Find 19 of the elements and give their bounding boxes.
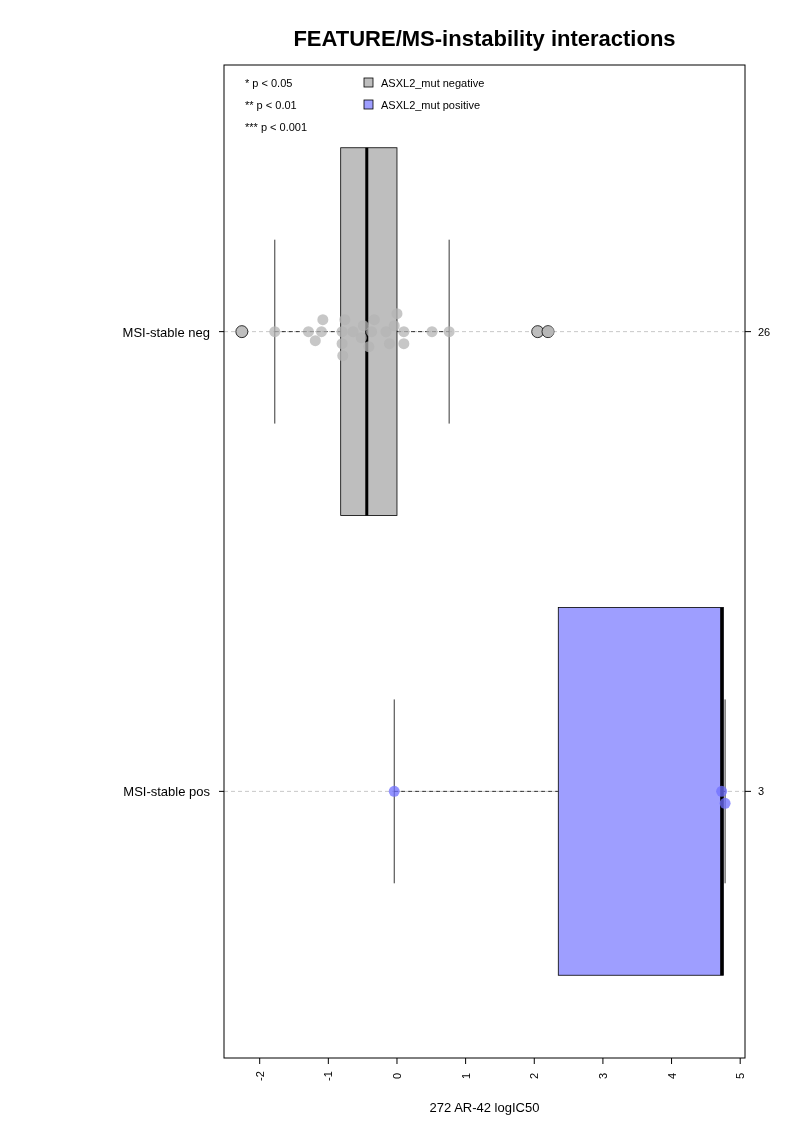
y2-tick-label: 3 xyxy=(758,785,765,798)
x-axis-title: 272 AR-42 logIC50 xyxy=(429,1100,540,1115)
annotation: ** p < 0.01 xyxy=(245,99,297,111)
x-tick-label: 4 xyxy=(665,1072,678,1080)
chart-title: FEATURE/MS-instability interactions xyxy=(293,26,676,51)
x-tick-label: 5 xyxy=(734,1072,747,1080)
y2-tick-label: 26 xyxy=(758,325,771,338)
y-tick-label: MSI-stable pos xyxy=(123,784,211,800)
legend-label: ASXL2_mut positive xyxy=(381,99,481,111)
x-tick-label: 0 xyxy=(390,1072,403,1080)
x-tick-label: 2 xyxy=(528,1072,541,1080)
x-tick-label: -2 xyxy=(253,1071,266,1081)
x-tick-label: -1 xyxy=(322,1071,335,1081)
x-tick-label: 1 xyxy=(459,1072,472,1080)
y-tick-label: MSI-stable neg xyxy=(122,324,210,340)
annotation: * p < 0.05 xyxy=(245,77,293,89)
annotation: *** p < 0.001 xyxy=(245,121,308,133)
legend-label: ASXL2_mut negative xyxy=(381,77,485,89)
x-tick-label: 3 xyxy=(596,1072,609,1080)
